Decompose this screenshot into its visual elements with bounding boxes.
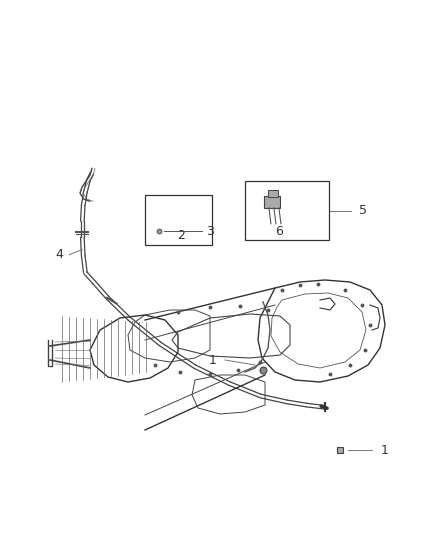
- Text: 2: 2: [177, 229, 185, 242]
- Bar: [245, 181, 328, 240]
- Text: 3: 3: [206, 224, 213, 238]
- Text: 1: 1: [209, 353, 217, 367]
- Text: 4: 4: [55, 248, 63, 261]
- Bar: [145, 195, 212, 245]
- Text: 5: 5: [360, 204, 367, 217]
- Bar: [264, 196, 280, 208]
- Text: 1: 1: [381, 443, 389, 456]
- Text: 6: 6: [275, 224, 283, 238]
- Bar: [268, 190, 278, 197]
